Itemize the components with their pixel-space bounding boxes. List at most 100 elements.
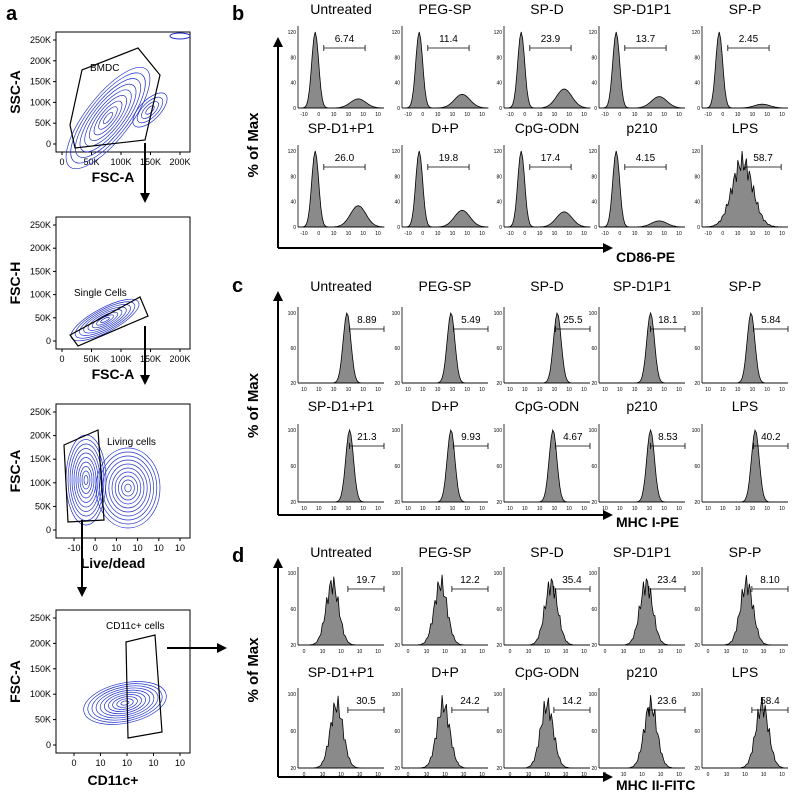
- hist-ytick-label: 0: [499, 106, 502, 112]
- hist-xtick-label: 10: [375, 649, 381, 655]
- contour: [124, 483, 132, 493]
- hist-xtick-label: 10: [479, 772, 485, 778]
- histogram-fill: [599, 31, 686, 109]
- hist-ytick-label: 60: [591, 607, 597, 613]
- hist-ytick-label: 60: [290, 607, 296, 613]
- hist-xtick-label: 10: [617, 506, 623, 512]
- gating-ytick-label: 150K: [30, 266, 51, 276]
- hist-xtick-label: 10: [357, 772, 363, 778]
- hist-ytick-label: 100: [392, 692, 401, 698]
- hist-xtick-label: 10: [761, 772, 767, 778]
- hist-ytick-label: 100: [392, 311, 401, 317]
- hist-xtick-label: 10: [676, 231, 682, 237]
- hist-xtick-label: 10: [764, 506, 770, 512]
- panel-label-d: d: [232, 545, 244, 567]
- hist-ytick-label: 40: [496, 81, 502, 87]
- hist-xtick-label: 10: [522, 387, 528, 393]
- hist-ytick-label: 100: [494, 571, 503, 577]
- percent-label: 8.89: [357, 315, 377, 326]
- gating-gate-label: CD11c+ cells: [106, 621, 164, 632]
- hist-xtick-label: 10: [464, 506, 470, 512]
- histogram-b-3: SP-D1P1 120 80 40 0 -10 0 10 10 10 10 13.7: [589, 1, 686, 118]
- contour: [74, 301, 136, 339]
- gating-ytick-label: 200K: [30, 431, 51, 441]
- hist-ytick-label: 100: [692, 571, 701, 577]
- histogram-d-6: D+P 100 60 20 0 10 10 10 10 24.2: [392, 664, 489, 778]
- panel-xlabel: CD86-PE: [616, 249, 675, 265]
- live-gate: [63, 429, 105, 523]
- gating-ylabel: SSC-A: [7, 70, 23, 114]
- condition-label: LPS: [732, 120, 758, 136]
- condition-label: SP-P: [729, 278, 762, 294]
- gating-ytick-label: 150K: [30, 664, 51, 674]
- hist-ytick-label: 60: [394, 346, 400, 352]
- contour: [169, 32, 191, 40]
- hist-xtick-label: 10: [779, 387, 785, 393]
- percent-label: 17.4: [541, 153, 561, 164]
- histogram-c-1: PEG-SP 100 60 20 10 10 10 10 10 10 5.49: [392, 278, 489, 393]
- hist-ytick-label: 100: [589, 311, 598, 317]
- gating-xtick-label: 0: [59, 354, 64, 364]
- gating-xtick-label: -10: [67, 543, 80, 553]
- hist-xtick-label: 0: [604, 772, 607, 778]
- histogram-d-7: CpG-ODN 100 60 20 0 10 10 10 10 14.2: [494, 664, 591, 778]
- percent-label: 23.9: [541, 34, 561, 45]
- percent-label: 24.2: [460, 696, 480, 707]
- hist-xtick-label: 0: [604, 649, 607, 655]
- hist-xtick-label: 10: [735, 506, 741, 512]
- hist-xtick-label: 10: [301, 387, 307, 393]
- gating-ytick-label: 250K: [30, 35, 51, 45]
- hist-ytick-label: 60: [496, 464, 502, 470]
- hist-xtick-label: 10: [581, 387, 587, 393]
- contour: [141, 101, 159, 119]
- hist-xtick-label: 0: [303, 772, 306, 778]
- percent-label: 21.3: [357, 432, 377, 443]
- hist-ytick-label: 120: [288, 149, 297, 155]
- contour: [105, 459, 151, 517]
- hist-xtick-label: 10: [450, 506, 456, 512]
- gating-panel1: 250K 200K 150K 100K 50K 00 50K 100K 150K 200K SSC-…: [7, 31, 191, 185]
- hist-ytick-label: 20: [591, 381, 597, 387]
- hist-xtick-label: 10: [750, 506, 756, 512]
- histogram-fill: [298, 150, 385, 228]
- hist-ytick-label: 20: [694, 766, 700, 772]
- hist-xtick-label: 10: [566, 506, 572, 512]
- panel-ylabel: % of Max: [245, 112, 262, 178]
- hist-ytick-label: 0: [397, 225, 400, 231]
- hist-xtick-label: 10: [720, 506, 726, 512]
- gating-ytick-label: 0: [46, 525, 51, 535]
- hist-xtick-label: 0: [523, 231, 526, 237]
- hist-ytick-label: 40: [694, 200, 700, 206]
- hist-ytick-label: 20: [694, 643, 700, 649]
- gating-xlabel: Live/dead: [81, 555, 146, 571]
- hist-xtick-label: 0: [707, 649, 710, 655]
- hist-ytick-label: 100: [288, 692, 297, 698]
- hist-xtick-label: -10: [300, 112, 307, 118]
- hist-ytick-label: 100: [392, 428, 401, 434]
- condition-label: PEG-SP: [419, 544, 472, 560]
- histogram-fill: [504, 697, 590, 769]
- hist-xtick-label: 10: [442, 772, 448, 778]
- contour: [93, 100, 123, 136]
- gating-ytick-label: 100K: [30, 97, 51, 107]
- hist-xtick-label: 0: [721, 112, 724, 118]
- gating-xtick-label: 150K: [140, 157, 161, 167]
- hist-xtick-label: 10: [316, 387, 322, 393]
- panel-ylabel: % of Max: [245, 372, 262, 438]
- percent-label: 23.4: [657, 575, 677, 586]
- hist-xtick-label: 10: [742, 772, 748, 778]
- hist-ytick-label: 20: [290, 643, 296, 649]
- hist-ytick-label: 20: [591, 766, 597, 772]
- gating-xlabel: CD11c+: [88, 772, 139, 788]
- histogram-fill: [298, 576, 384, 646]
- hist-xtick-label: 0: [317, 231, 320, 237]
- hist-xtick-label: 10: [661, 387, 667, 393]
- hist-ytick-label: 100: [288, 571, 297, 577]
- hist-xtick-label: 10: [479, 231, 485, 237]
- hist-ytick-label: 0: [697, 225, 700, 231]
- hist-xtick-label: 10: [647, 387, 653, 393]
- gating-gate-label: Living cells: [107, 437, 156, 448]
- percent-label: 5.49: [461, 315, 481, 326]
- hist-xtick-label: 10: [761, 649, 767, 655]
